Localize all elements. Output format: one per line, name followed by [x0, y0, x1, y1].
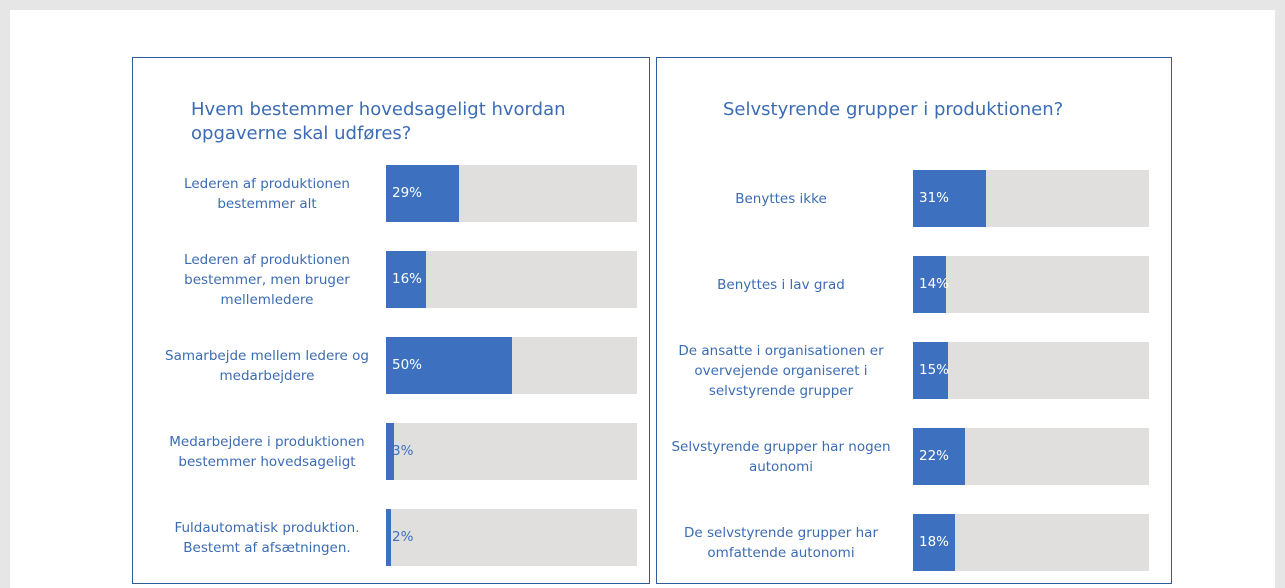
bar [386, 423, 394, 480]
chart-title: Hvem bestemmer hovedsageligt hvordan opg… [191, 99, 566, 144]
value-label: 15% [919, 362, 950, 378]
bar [913, 256, 947, 313]
bar [913, 514, 956, 571]
chart-panel: Selvstyrende grupper i produktionen? Beny… [656, 57, 1172, 584]
category-label: Lederen af produktionen bestemmer, men b… [184, 251, 350, 308]
value-label: 14% [919, 276, 950, 292]
bar [913, 428, 965, 485]
bar [913, 342, 949, 399]
category-label: Benyttes ikke [735, 190, 827, 207]
bar-track: 3% [386, 423, 637, 480]
category-label: Benyttes i lav grad [717, 276, 845, 293]
category-label: Samarbejde mellem ledere og medarbejdere [165, 347, 369, 384]
category-label: Selvstyrende grupper har nogen autonomi [671, 438, 891, 475]
bar-track: 16% [386, 251, 637, 308]
value-label: 16% [392, 271, 423, 287]
value-label: 50% [392, 357, 423, 373]
bar [386, 337, 512, 394]
bar-track: 31% [913, 170, 1149, 227]
bar-track: 50% [386, 337, 637, 394]
category-label: De ansatte i organisationen er overvejen… [678, 342, 884, 399]
bar [386, 509, 392, 566]
value-label: 29% [392, 185, 423, 201]
bar-track: 15% [913, 342, 1149, 399]
chart-title: Selvstyrende grupper i produktionen? [723, 99, 1064, 120]
bar [386, 165, 459, 222]
bar-track: 14% [913, 256, 1149, 313]
category-label: Lederen af produktionen bestemmer alt [184, 175, 350, 212]
value-label: 31% [919, 190, 950, 206]
value-label: 2% [392, 529, 414, 545]
category-label: De selvstyrende grupper har omfattende a… [683, 524, 878, 561]
value-label: 18% [919, 534, 950, 550]
chart-panel: Hvem bestemmer hovedsageligt hvordan opg… [132, 57, 650, 584]
sheet: Hvem bestemmer hovedsageligt hvordan opg… [10, 10, 1275, 588]
bar-track: 29% [386, 165, 637, 222]
value-label: 3% [392, 443, 414, 459]
category-label: Medarbejdere i produktionen bestemmer ho… [169, 433, 365, 470]
category-label: Fuldautomatisk produktion. Bestemt af af… [174, 519, 360, 556]
bar [386, 251, 427, 308]
bar [913, 170, 987, 227]
bar-track: 2% [386, 509, 637, 566]
value-label: 22% [919, 448, 950, 464]
bar-track: 18% [913, 514, 1149, 571]
bar-track: 22% [913, 428, 1149, 485]
